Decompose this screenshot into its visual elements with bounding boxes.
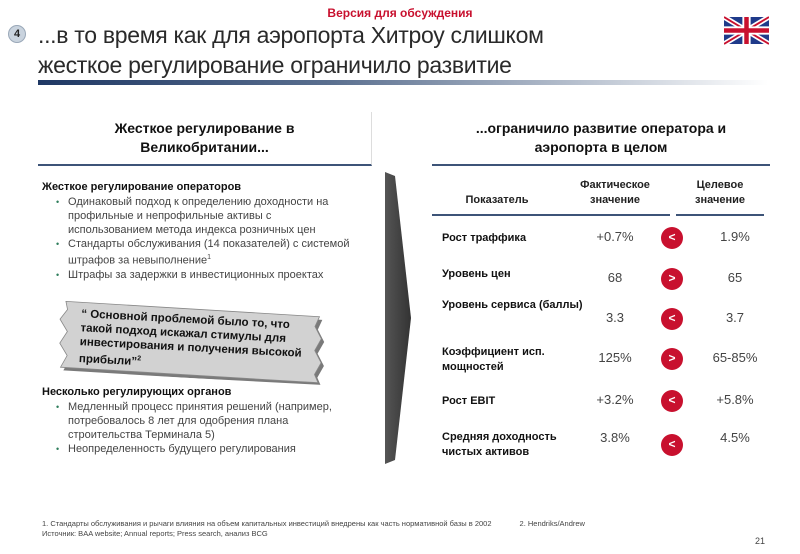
bullet-item: Штрафы за задержки в инвестиционных прое… [56,268,356,282]
row-target-value: 65-85% [712,350,758,365]
row-actual-value: +0.7% [596,229,634,244]
footnote-1: 1. Стандарты обслуживания и рычаги влиян… [42,519,492,528]
chevron-arrow-icon [385,172,411,464]
column-header-actual: Фактическое значение [565,178,665,208]
title-underline [38,80,768,85]
actual-header-line-1: Фактическое [580,179,650,191]
slide-number-badge: 4 [8,25,26,43]
target-header-line-1: Целевое [696,179,744,191]
quote-text: “ Основной проблемой было то, что такой … [79,307,322,378]
quote-callout: “ Основной проблемой было то, что такой … [54,299,327,386]
footnote-2: 2. Hendriks/Andrew [519,519,585,528]
less-than-icon: < [661,227,683,249]
row-target-value: +5.8% [716,392,754,407]
uk-flag-icon [724,14,769,47]
row-metric-label: Коэффициент исп. мощностей [442,346,545,373]
section-title-strict-regulation: Жесткое регулирование операторов [42,181,242,193]
row-actual-value: 68 [607,270,623,285]
page-number: 21 [755,536,766,546]
torn-paper-shape [59,300,325,386]
left-column-header: Жесткое регулирование в Великобритании... [38,112,372,166]
bullet-item: Медленный процесс принятия решений (напр… [56,400,356,442]
bullet-item: Стандарты обслуживания (14 показателей) … [56,237,356,268]
slide-title-line-2: жесткое регулирование ограничило развити… [38,52,512,78]
header-rule-right [676,214,764,216]
row-metric-label: Уровень цен [442,268,511,280]
row-actual-value: 3.8% [600,430,630,445]
target-header-line-2: значение [695,194,745,206]
row-actual-value: 125% [598,350,632,365]
header-rule-left [432,214,670,216]
footnote-ref: 1 [207,254,212,261]
version-label: Версия для обсуждения [327,6,473,20]
row-target-value: 1.9% [720,229,750,244]
left-header-line-1: Жесткое регулирование в [114,120,295,136]
source-line: Источник: BAA website; Annual reports; P… [42,529,268,538]
row-metric-label: Рост траффика [442,232,527,244]
section-title-multiple-regulators: Несколько регулирующих органов [42,386,232,398]
quote-body: “ Основной проблемой было то, что такой … [78,308,302,369]
less-than-icon: < [661,308,683,330]
quote-footnote-ref: 2 [136,355,142,363]
row-metric-label: Уровень сервиса (баллы) [442,299,583,311]
row-metric-label: Средняя доходность чистых активов [442,431,557,458]
right-column-header: ...ограничило развитие оператора и аэропо… [432,112,770,166]
column-header-metric: Показатель [465,194,529,206]
slide-title-line-1: ...в то время как для аэропорта Хитроу с… [38,22,544,48]
row-target-value: 3.7 [725,310,745,325]
greater-than-icon: > [661,268,683,290]
right-header-line-2: аэропорта в целом [534,139,668,155]
greater-than-icon: > [661,348,683,370]
column-header-target: Целевое значение [680,178,760,208]
right-header-line-1: ...ограничило развитие оператора и [475,120,727,136]
footnote-line: 1. Стандарты обслуживания и рычаги влиян… [42,519,585,528]
less-than-icon: < [661,390,683,412]
bullet-text: Стандарты обслуживания (14 показателей) … [68,238,350,267]
actual-header-line-2: значение [590,194,640,206]
left-header-line-2: Великобритании... [140,139,269,155]
less-than-icon: < [661,434,683,456]
row-target-value: 4.5% [720,430,750,445]
multiple-regulators-bullets: Медленный процесс принятия решений (напр… [56,400,356,456]
row-actual-value: +3.2% [596,392,634,407]
strict-regulation-bullets: Одинаковый подход к определению доходнос… [56,195,356,282]
row-metric-label: Рост EBIT [442,395,496,407]
bullet-item: Неопределенность будущего регулирования [56,442,356,456]
row-target-value: 65 [727,270,743,285]
bullet-item: Одинаковый подход к определению доходнос… [56,195,356,237]
row-actual-value: 3.3 [605,310,625,325]
